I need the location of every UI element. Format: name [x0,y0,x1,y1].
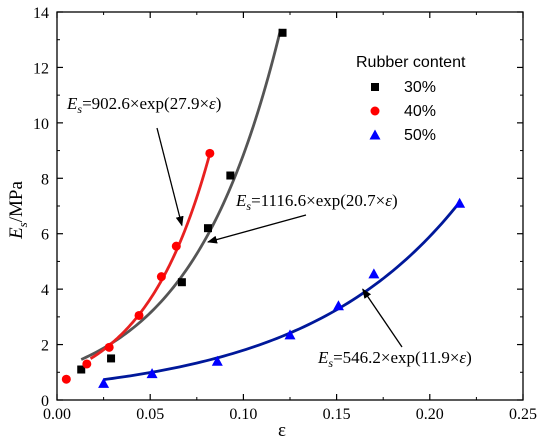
eq-symbol: E [317,348,329,367]
eq-body: =902.6×exp(27.9× [82,94,209,113]
annotation-arrow [362,288,403,348]
x-tick-label: 0.10 [229,406,257,423]
fit-equation: Es=902.6×exp(27.9×ε) [66,94,221,116]
fit-equation: Es=1116.6×exp(20.7×ε) [235,191,398,213]
legend-marker [370,106,380,116]
data-point [203,224,212,233]
data-point [332,300,344,311]
eq-variable: ε [209,94,216,113]
legend-marker [369,129,381,140]
eq-symbol: E [235,191,247,210]
y-tick-label: 8 [41,171,49,188]
legend-marker [371,83,379,91]
legend-label: 50% [404,127,436,144]
data-point [156,272,166,282]
eq-close: ) [466,348,472,367]
y-tick-label: 14 [33,5,49,22]
x-tick-label: 0.20 [416,406,444,423]
data-point [98,377,110,388]
data-point [278,28,287,37]
data-point [107,354,116,363]
data-point [226,171,235,180]
fit-curve-50% [103,201,461,382]
data-point [284,329,296,340]
y-tick-label: 4 [41,282,49,299]
eq-variable: ε [385,191,392,210]
legend: Rubber content 30% 40% 50% [356,54,466,144]
axes: 0.00 0.05 0.10 0.15 0.20 0.25 0 2 4 6 8 10 12 14 [33,5,537,423]
legend-label: 30% [404,79,436,96]
data-point [134,310,144,320]
data-point [77,365,86,374]
x-tick-label: 0.00 [43,406,71,423]
annotation-arrow [207,214,307,244]
x-tick-label: 0.25 [509,406,537,423]
eq-subscript: s [246,199,251,213]
x-tick-label: 0.05 [136,406,164,423]
y-tick-label: 10 [33,116,49,133]
eq-variable: ε [459,348,466,367]
fit-equation: Es=546.2×exp(11.9×ε) [317,348,472,370]
data-point [205,148,215,158]
eq-subscript: s [328,356,333,370]
data-point [146,368,158,379]
eq-body: =546.2×exp(11.9× [333,348,459,367]
data-point [61,374,71,384]
legend-label: 40% [404,103,436,120]
x-axis-title: ε [278,420,286,441]
data-point [211,355,223,366]
eq-subscript: s [77,102,82,116]
data-point [82,359,92,369]
data-point [104,342,114,352]
y-tick-label: 12 [33,60,49,77]
eq-close: ) [216,94,222,113]
y-tick-label: 2 [41,338,49,355]
annotation-arrow [156,127,184,227]
data-point [368,268,380,279]
data-point [454,197,466,208]
y-tick-label: 6 [41,227,49,244]
eq-body: =1116.6×exp(20.7× [251,191,385,210]
y-axis-title: Es/MPa [6,181,30,240]
data-point [171,241,181,251]
legend-title: Rubber content [356,54,466,71]
data-point [177,278,186,287]
eq-symbol: E [66,94,78,113]
eq-close: ) [392,191,398,210]
data-markers [61,28,466,388]
y-tick-label: 0 [41,393,49,410]
annotations: Es=902.6×exp(27.9×ε)Es=1116.6×exp(20.7×ε… [66,94,472,370]
x-tick-label: 0.15 [323,406,351,423]
